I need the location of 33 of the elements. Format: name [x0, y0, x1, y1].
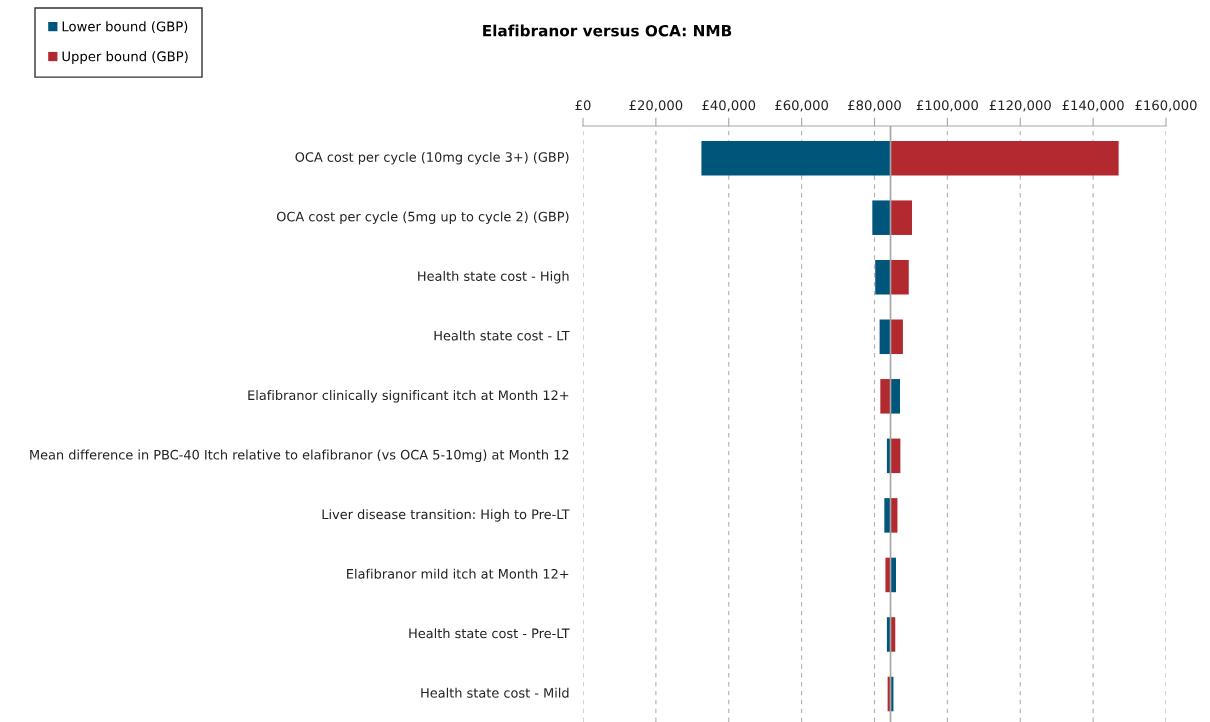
y-tick-label: Health state cost - Pre-LT	[409, 628, 570, 639]
x-tick-label: £160,000	[1135, 100, 1197, 112]
bar	[872, 200, 891, 235]
bar	[880, 379, 891, 414]
x-tick-label: £60,000	[775, 100, 829, 112]
bar	[879, 319, 891, 355]
bar	[890, 379, 901, 414]
y-tick-label: Health state cost - Mild	[421, 687, 569, 698]
x-tick-label: £100,000	[916, 100, 978, 112]
x-tick-label: £80,000	[848, 100, 901, 112]
bar	[890, 200, 913, 235]
y-tick-label: Elafibranor mild itch at Month 12+	[347, 568, 569, 579]
bar	[890, 319, 903, 355]
legend-label: Upper bound (GBP)	[62, 51, 188, 64]
x-tick-label: £140,000	[1062, 100, 1124, 112]
y-tick-label: Liver disease transition: High to Pre-LT	[322, 509, 570, 522]
chart-title: Elafibranor versus OCA: NMB	[483, 24, 732, 37]
x-tick-label: £20,000	[629, 100, 683, 112]
x-tick-label: £40,000	[702, 100, 756, 112]
bar	[701, 140, 891, 176]
y-tick-label: Mean difference in PBC-40 Itch relative to elafibranor (vs OCA 5-10mg) at Month 12	[30, 449, 569, 463]
bar	[890, 259, 909, 295]
y-tick-label: Elafibranor clinically significant itch at Month 12+	[248, 390, 569, 403]
x-tick-label: £120,000	[989, 100, 1051, 112]
x-tick-label: £0	[575, 100, 591, 111]
y-tick-label: OCA cost per cycle (5mg up to cycle 2) (GBP)	[276, 211, 569, 224]
bar	[875, 259, 891, 295]
bar	[890, 438, 901, 474]
bar	[890, 140, 1119, 176]
y-tick-label: OCA cost per cycle (10mg cycle 3+) (GBP)	[295, 151, 569, 165]
y-tick-label: Health state cost - High	[418, 270, 569, 284]
y-tick-label: Health state cost - LT	[434, 330, 570, 341]
legend-label: Lower bound (GBP)	[62, 21, 188, 33]
